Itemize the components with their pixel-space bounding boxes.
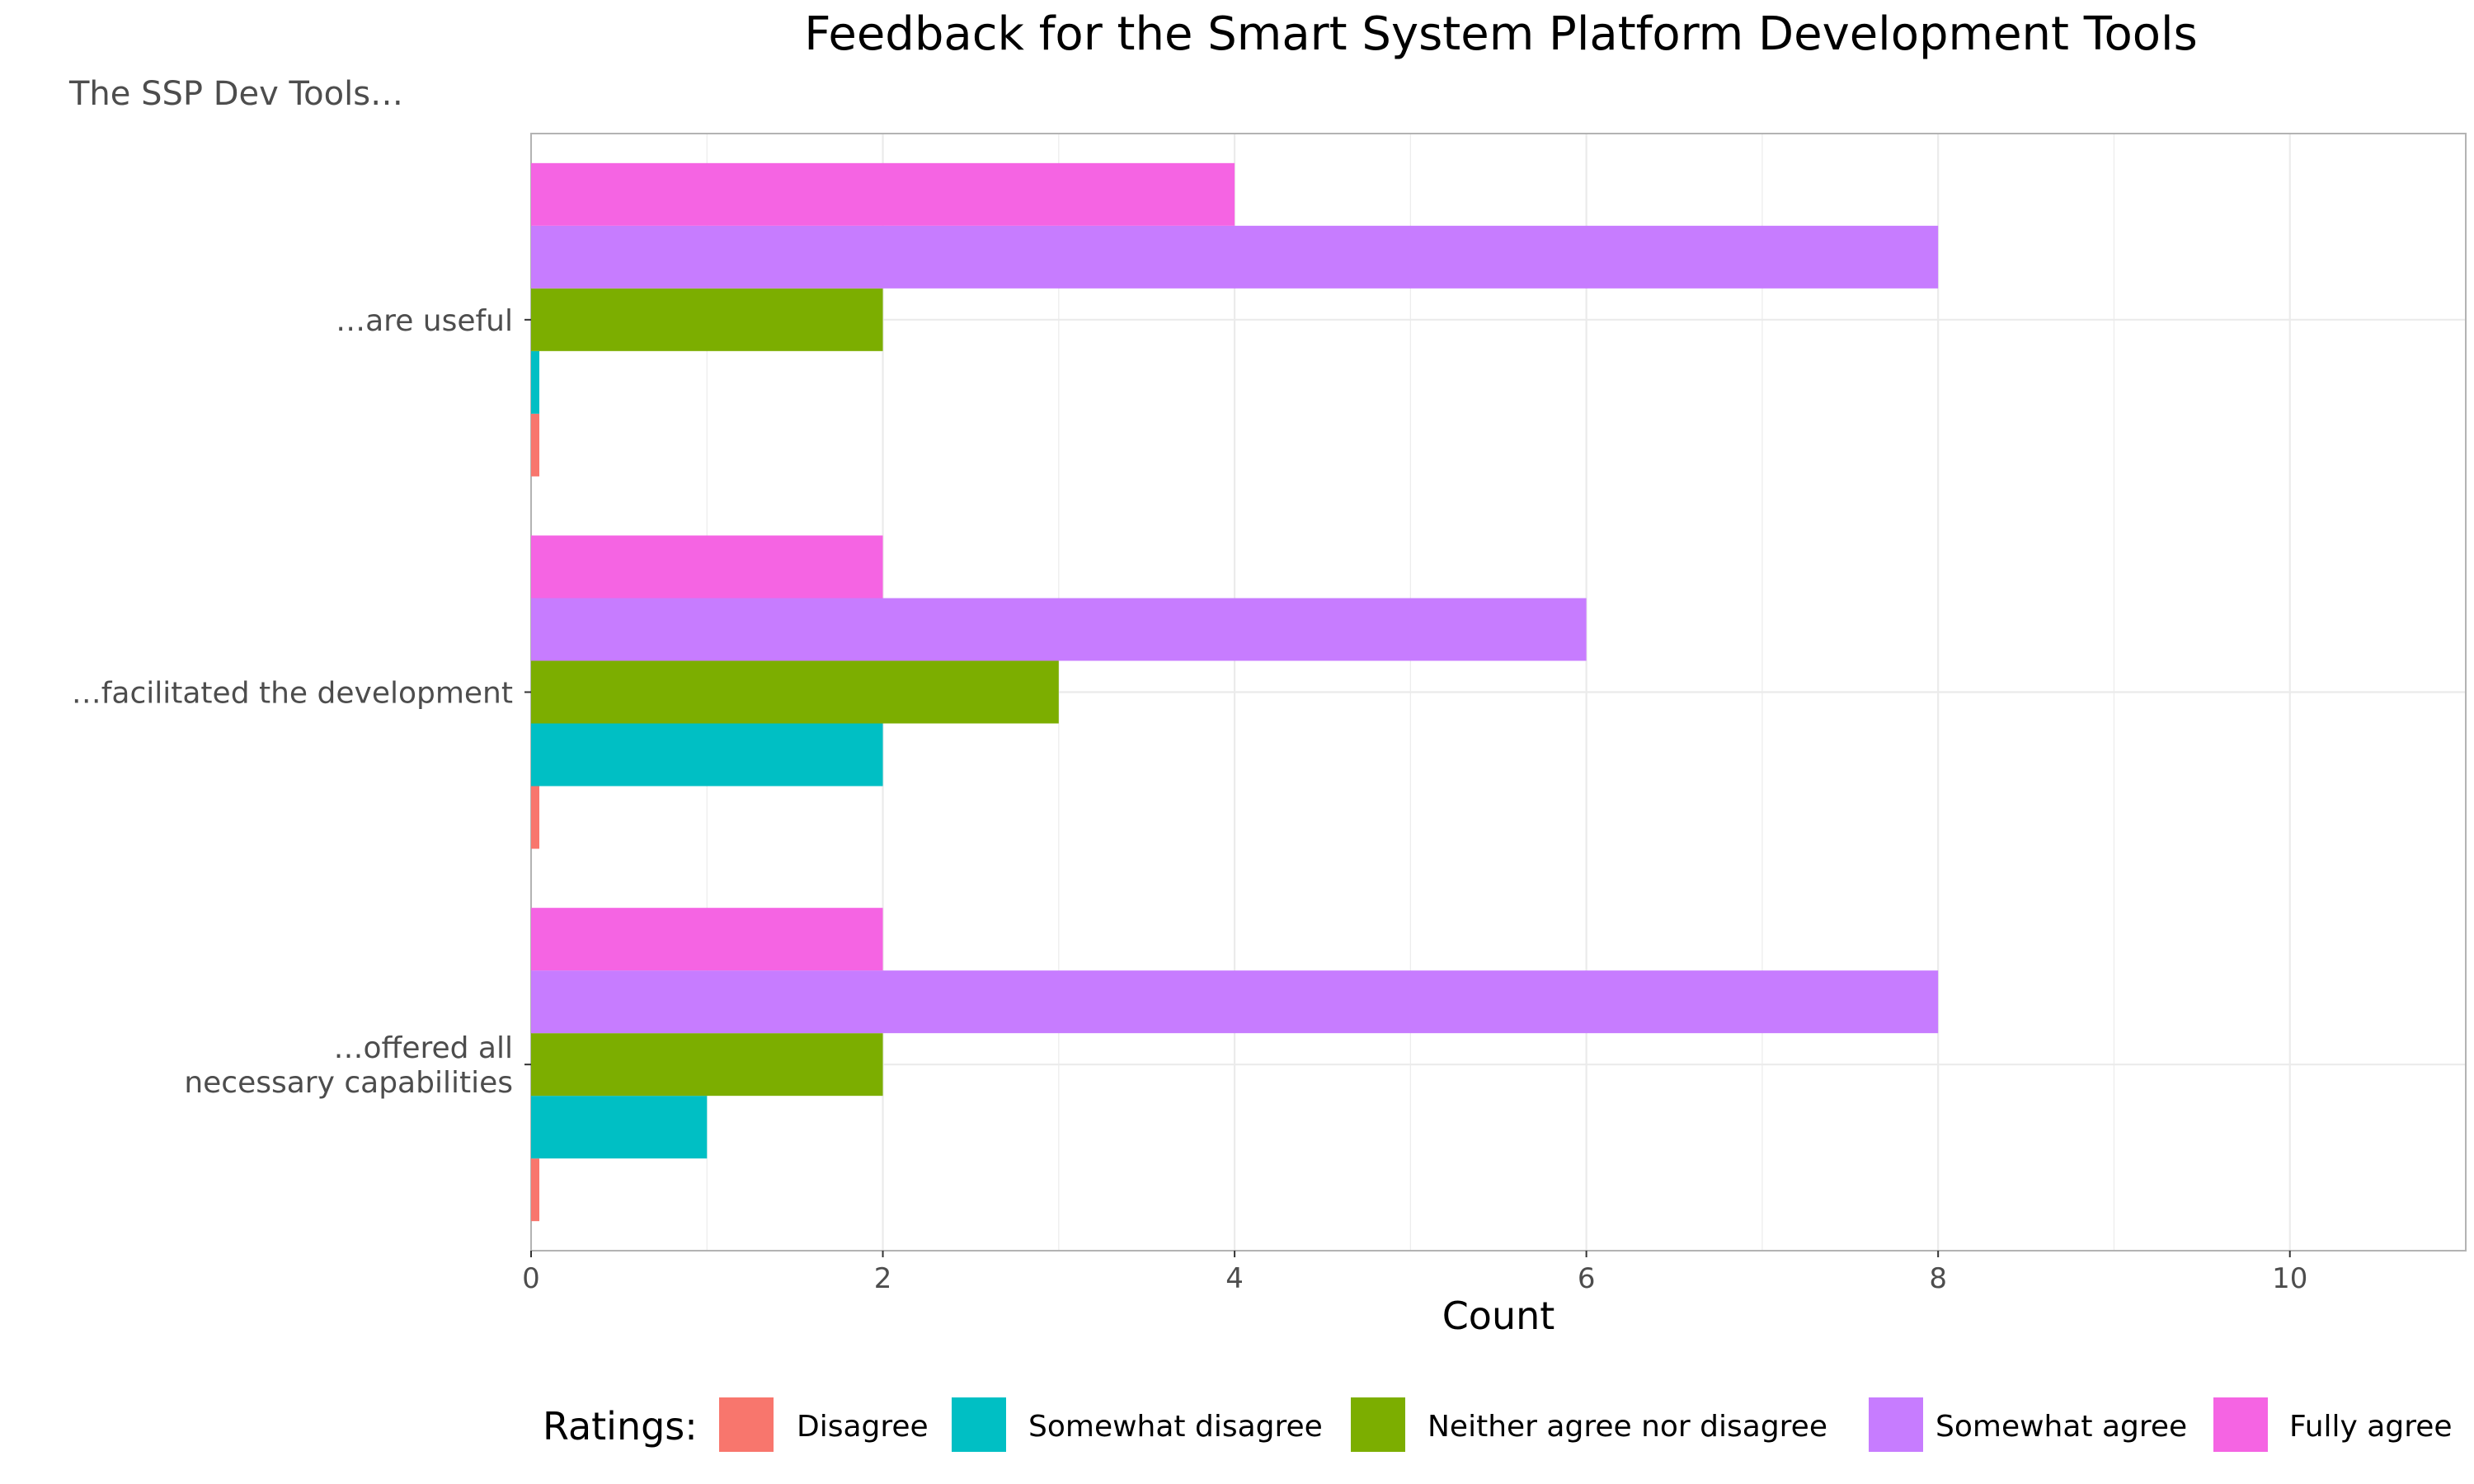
legend-label: Somewhat agree [1935,1410,2187,1444]
bar [531,723,883,787]
x-tick-label: 4 [1225,1262,1244,1295]
legend-key [952,1397,1006,1452]
x-tick-label: 10 [2272,1262,2307,1295]
bar [531,908,883,971]
category-label: …facilitated the development [72,677,513,711]
ticks-layer: 0 2 4 6 8 10 [522,1251,2307,1295]
bar [531,413,539,477]
legend-key [1351,1397,1405,1452]
bar [531,1158,539,1222]
bar [531,1096,708,1159]
bar [531,970,1939,1034]
legend: Ratings: Disagree Somewhat disagree Neithe… [543,1397,2453,1452]
category-label: …are useful [336,304,513,338]
legend-label: Somewhat disagree [1028,1410,1323,1444]
legend-key [1869,1397,1923,1452]
legend-label: Neither agree nor disagree [1427,1410,1827,1444]
legend-title: Ratings: [543,1404,698,1449]
legend-key [2213,1397,2268,1452]
bar [531,162,1235,226]
bar [531,660,1059,724]
x-axis-title: Count [1442,1294,1555,1338]
bar [531,535,883,599]
bar [531,786,539,849]
category-labels: …are useful …facilitated the development …… [72,304,531,1100]
category-label: …offered all necessary capabilities [184,1031,513,1100]
bar [531,598,1587,661]
bar [531,225,1939,289]
chart-title: Feedback for the Smart System Platform D… [804,7,2198,61]
chart-subtitle: The SSP Dev Tools… [68,75,403,113]
x-tick-label: 0 [522,1262,540,1295]
bar [531,1033,883,1097]
x-tick-label: 2 [874,1262,892,1295]
legend-label: Disagree [797,1410,929,1444]
legend-key [719,1397,774,1452]
legend-label: Fully agree [2289,1410,2453,1444]
bars-layer [531,162,1939,1222]
x-tick-label: 8 [1929,1262,1947,1295]
x-tick-label: 6 [1578,1262,1596,1295]
bar [531,350,539,414]
bar [531,288,883,351]
